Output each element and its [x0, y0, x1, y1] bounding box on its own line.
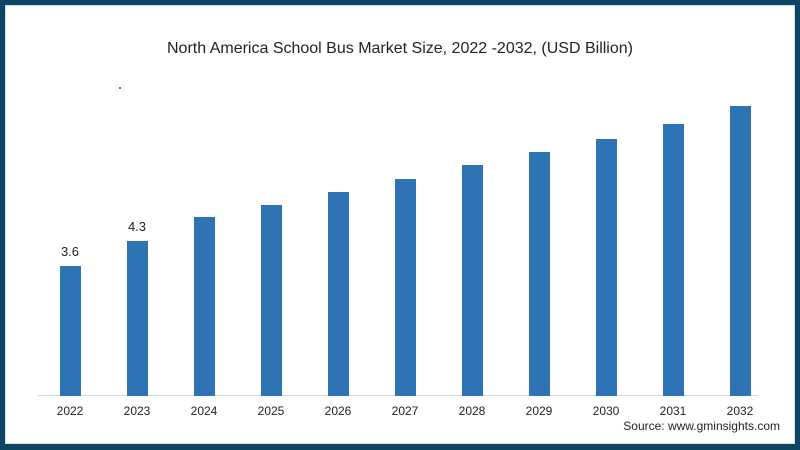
bar-2024: [194, 217, 215, 396]
bar-2022: [60, 266, 81, 396]
bar-2029: [529, 152, 550, 396]
bar-2032: [730, 106, 751, 396]
bar-2030: [596, 139, 617, 396]
bar-2031: [663, 124, 684, 396]
x-tick-label: 2026: [324, 404, 352, 418]
bar-2025: [261, 205, 282, 396]
plot-area: 2022 3.6 2023 4.3 2024 2025 2026 2027 2028 2029 20…: [34, 66, 758, 418]
stray-dot: [119, 87, 121, 89]
chart-title: North America School Bus Market Size, 20…: [167, 40, 633, 57]
bar-2026: [328, 192, 349, 396]
x-tick-label: 2032: [726, 404, 754, 418]
x-tick-label: 2023: [123, 404, 151, 418]
x-tick-label: 2022: [56, 404, 84, 418]
x-tick-label: 2025: [257, 404, 285, 418]
source-note: Source: www.gminsights.com: [623, 419, 780, 433]
data-label: 3.6: [60, 244, 80, 259]
bar-2028: [462, 165, 483, 396]
x-tick-label: 2030: [592, 404, 620, 418]
chart-frame: North America School Bus Market Size, 20…: [5, 5, 795, 444]
x-tick-label: 2029: [525, 404, 553, 418]
x-tick-label: 2027: [391, 404, 419, 418]
bar-2023: [127, 241, 148, 396]
x-tick-label: 2024: [190, 404, 218, 418]
x-tick-label: 2031: [659, 404, 687, 418]
x-tick-label: 2028: [458, 404, 486, 418]
bar-2027: [395, 179, 416, 396]
data-label: 4.3: [127, 219, 147, 234]
